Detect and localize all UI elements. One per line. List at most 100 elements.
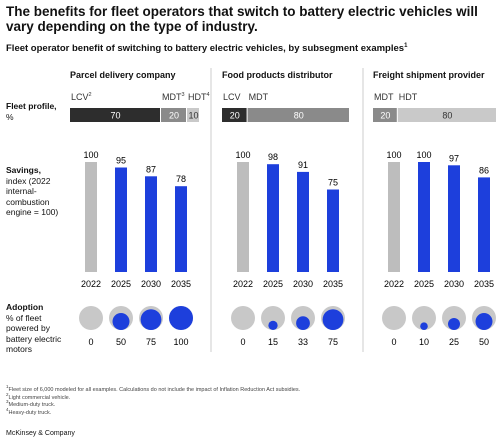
footnote-mark: 1 [6, 384, 9, 389]
note: 1 [404, 43, 408, 49]
savings-bar [115, 167, 127, 272]
footnote-text: Fleet size of 6,000 modeled for all exam… [8, 386, 301, 393]
savings-value: 86 [479, 165, 489, 175]
fleet-segment [187, 108, 199, 122]
savings-value: 100 [386, 150, 401, 160]
year-label: 2025 [414, 279, 434, 289]
fleet-label: HDT4 [188, 92, 210, 102]
fleet-segment [373, 108, 397, 122]
subtitle-text: Fleet operator benefit of switching to b… [6, 43, 405, 55]
row-title: Savings, [6, 165, 41, 175]
fleet-segment [161, 108, 186, 122]
adoption-circle [420, 322, 428, 330]
year-label: 2035 [323, 279, 343, 289]
year-label: 2022 [81, 279, 101, 289]
note: 2 [88, 92, 92, 98]
savings-value: 97 [449, 153, 459, 163]
savings-value: 91 [298, 160, 308, 170]
adoption-circle [140, 309, 162, 330]
savings-value: 100 [235, 150, 250, 160]
year-label: 2030 [293, 279, 313, 289]
row-label: Adoption% of fleet powered by battery el… [6, 302, 68, 355]
fleet-segment [247, 108, 349, 122]
fleet-label: LCV [223, 92, 241, 102]
row-label: Fleet profile,% [6, 101, 68, 122]
adoption-circle [475, 313, 493, 330]
row-title: Fleet profile, [6, 101, 57, 111]
adoption-base [412, 306, 436, 330]
note: 3 [181, 92, 185, 98]
savings-bar [175, 186, 187, 272]
adoption-value: 50 [116, 337, 126, 347]
footnote-text: Light commercial vehicle. [8, 394, 71, 401]
savings-value: 100 [83, 150, 98, 160]
adoption-value: 75 [146, 337, 156, 347]
fleet-value: 80 [294, 111, 304, 121]
fleet-value: 20 [380, 111, 390, 121]
adoption-circle [112, 313, 130, 330]
adoption-circle [322, 309, 344, 330]
fleet-value: 10 [188, 111, 198, 121]
fleet-value: 80 [442, 111, 452, 121]
fleet-segment [70, 108, 160, 122]
adoption-value: 15 [268, 337, 278, 347]
adoption-base [261, 306, 285, 330]
year-label: 2025 [263, 279, 283, 289]
footnote-text: Heavy-duty truck. [8, 409, 52, 416]
footnote-mark: 3 [6, 399, 9, 404]
year-label: 2022 [384, 279, 404, 289]
fleet-category: HDT [398, 92, 418, 102]
adoption-value: 33 [298, 337, 308, 347]
savings-value: 100 [416, 150, 431, 160]
row-title: Adoption [6, 302, 44, 312]
adoption-base [382, 306, 406, 330]
adoption-circle [448, 318, 460, 330]
adoption-base [79, 306, 103, 330]
adoption-circle [169, 306, 193, 330]
panel-title: Parcel delivery company [70, 70, 176, 80]
adoption-value: 0 [88, 337, 93, 347]
footnote: 3Medium-duty truck. [6, 399, 55, 408]
panel-title: Freight shipment provider [373, 70, 485, 80]
savings-bar [297, 171, 309, 272]
year-label: 2035 [171, 279, 191, 289]
fleet-label: MDT3 [162, 92, 185, 102]
fleet-category: MDT [162, 92, 182, 102]
savings-bar [388, 162, 400, 272]
note: 4 [206, 92, 210, 98]
fleet-category: HDT [188, 92, 207, 102]
row-sub: % of fleet powered by battery electric m… [6, 312, 62, 355]
adoption-circle [296, 316, 310, 331]
row-sub: index (2022 internal-combustion engine =… [6, 175, 59, 218]
fleet-category: MDT [374, 92, 394, 102]
footnote-text: Medium-duty truck. [8, 401, 56, 408]
fleet-label: MDT [249, 92, 269, 102]
savings-value: 95 [116, 156, 126, 166]
fleet-label: LCV2 [71, 92, 92, 102]
row-sub: % [6, 111, 14, 122]
fleet-category: LCV [223, 92, 241, 102]
savings-value: 75 [328, 178, 338, 188]
adoption-base [231, 306, 255, 330]
savings-value: 98 [268, 152, 278, 162]
fleet-value: 20 [230, 111, 240, 121]
source: McKinsey & Company [6, 430, 75, 437]
year-label: 2035 [474, 279, 494, 289]
fleet-label: MDT [374, 92, 394, 102]
year-label: 2025 [111, 279, 131, 289]
adoption-value: 25 [449, 337, 459, 347]
footnote: 1Fleet size of 6,000 modeled for all exa… [6, 384, 300, 393]
title: The benefits for fleet operators that sw… [6, 4, 478, 34]
savings-bar [267, 164, 279, 272]
fleet-value: 20 [169, 111, 179, 121]
adoption-value: 75 [328, 337, 338, 347]
year-label: 2030 [141, 279, 161, 289]
year-label: 2030 [444, 279, 464, 289]
row-label: Savings, index (2022 internal-combustion … [6, 165, 68, 218]
savings-value: 78 [176, 174, 186, 184]
footnote: 2Light commercial vehicle. [6, 392, 70, 401]
adoption-circle [268, 320, 278, 330]
savings-value: 87 [146, 164, 156, 174]
